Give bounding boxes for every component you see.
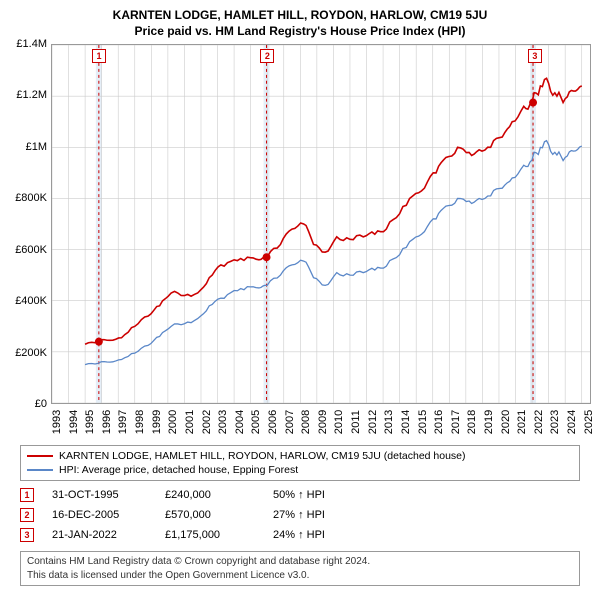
x-tick-label: 2021 [516, 410, 528, 434]
event-row: 2 16-DEC-2005 £570,000 27% ↑ HPI [20, 505, 580, 525]
x-tick-label: 1995 [84, 410, 96, 434]
x-tick-label: 2016 [433, 410, 445, 434]
x-tick-label: 2006 [267, 410, 279, 434]
legend-swatch [27, 455, 53, 457]
legend-item: HPI: Average price, detached house, Eppi… [27, 463, 573, 477]
legend-swatch [27, 469, 53, 471]
license-line: Contains HM Land Registry data © Crown c… [27, 555, 573, 569]
x-tick-label: 2007 [284, 410, 296, 434]
x-tick-label: 1994 [68, 410, 80, 434]
x-tick-label: 2018 [466, 410, 478, 434]
event-date: 21-JAN-2022 [52, 529, 147, 541]
event-marker: 1 [20, 488, 34, 502]
event-date: 31-OCT-1995 [52, 489, 147, 501]
chart-title: KARNTEN LODGE, HAMLET HILL, ROYDON, HARL… [6, 8, 594, 22]
y-tick-label: £0 [35, 398, 47, 410]
x-tick-label: 2011 [350, 410, 362, 434]
event-marker: 1 [92, 49, 106, 63]
x-tick-label: 2013 [383, 410, 395, 434]
event-marker: 2 [20, 508, 34, 522]
x-tick-label: 2005 [250, 410, 262, 434]
legend-label: KARNTEN LODGE, HAMLET HILL, ROYDON, HARL… [59, 450, 466, 462]
license-notice: Contains HM Land Registry data © Crown c… [20, 551, 580, 586]
legend-item: KARNTEN LODGE, HAMLET HILL, ROYDON, HARL… [27, 449, 573, 463]
event-price: £240,000 [165, 489, 255, 501]
y-tick-label: £400K [15, 295, 47, 307]
event-row: 1 31-OCT-1995 £240,000 50% ↑ HPI [20, 485, 580, 505]
event-marker: 3 [528, 49, 542, 63]
x-tick-label: 2008 [300, 410, 312, 434]
x-tick-label: 2025 [583, 410, 595, 434]
event-date: 16-DEC-2005 [52, 509, 147, 521]
x-tick-label: 2001 [184, 410, 196, 434]
x-tick-label: 2023 [549, 410, 561, 434]
event-price: £570,000 [165, 509, 255, 521]
x-axis-labels: 1993 1994 1995 1996 1997 1998 1999 2000 2001 2002… [51, 404, 591, 439]
y-axis-labels: £0£200K£400K£600K£800K£1M£1.2M£1.4M [6, 44, 51, 404]
chart-subtitle: Price paid vs. HM Land Registry's House … [6, 24, 594, 38]
plot-region: 1 2 3 [51, 44, 591, 404]
x-tick-label: 2004 [234, 410, 246, 434]
x-tick-label: 2012 [367, 410, 379, 434]
x-tick-label: 2022 [533, 410, 545, 434]
x-tick-label: 1996 [101, 410, 113, 434]
x-tick-label: 1998 [134, 410, 146, 434]
x-tick-label: 2024 [566, 410, 578, 434]
x-tick-label: 2000 [167, 410, 179, 434]
x-tick-label: 1993 [51, 410, 63, 434]
x-tick-label: 2010 [333, 410, 345, 434]
y-tick-label: £1M [26, 141, 47, 153]
y-tick-label: £1.2M [16, 89, 47, 101]
x-tick-label: 2015 [417, 410, 429, 434]
y-tick-label: £800K [15, 192, 47, 204]
event-marker: 3 [20, 528, 34, 542]
x-tick-label: 2014 [400, 410, 412, 434]
legend-label: HPI: Average price, detached house, Eppi… [59, 464, 298, 476]
y-tick-label: £1.4M [16, 38, 47, 50]
y-tick-label: £600K [15, 244, 47, 256]
chart-area: £0£200K£400K£600K£800K£1M£1.2M£1.4M 123 … [6, 44, 594, 439]
x-tick-label: 2009 [317, 410, 329, 434]
legend: KARNTEN LODGE, HAMLET HILL, ROYDON, HARL… [20, 445, 580, 481]
event-table: 1 31-OCT-1995 £240,000 50% ↑ HPI 2 16-DE… [20, 485, 580, 545]
x-tick-label: 2017 [450, 410, 462, 434]
event-diff: 50% ↑ HPI [273, 489, 363, 501]
x-tick-label: 2019 [483, 410, 495, 434]
x-tick-label: 1999 [151, 410, 163, 434]
x-tick-label: 2003 [217, 410, 229, 434]
x-tick-label: 1997 [117, 410, 129, 434]
x-tick-label: 2020 [500, 410, 512, 434]
event-price: £1,175,000 [165, 529, 255, 541]
event-marker: 2 [260, 49, 274, 63]
event-diff: 27% ↑ HPI [273, 509, 363, 521]
y-tick-label: £200K [15, 347, 47, 359]
event-diff: 24% ↑ HPI [273, 529, 363, 541]
license-line: This data is licensed under the Open Gov… [27, 569, 573, 583]
event-row: 3 21-JAN-2022 £1,175,000 24% ↑ HPI [20, 525, 580, 545]
x-tick-label: 2002 [201, 410, 213, 434]
